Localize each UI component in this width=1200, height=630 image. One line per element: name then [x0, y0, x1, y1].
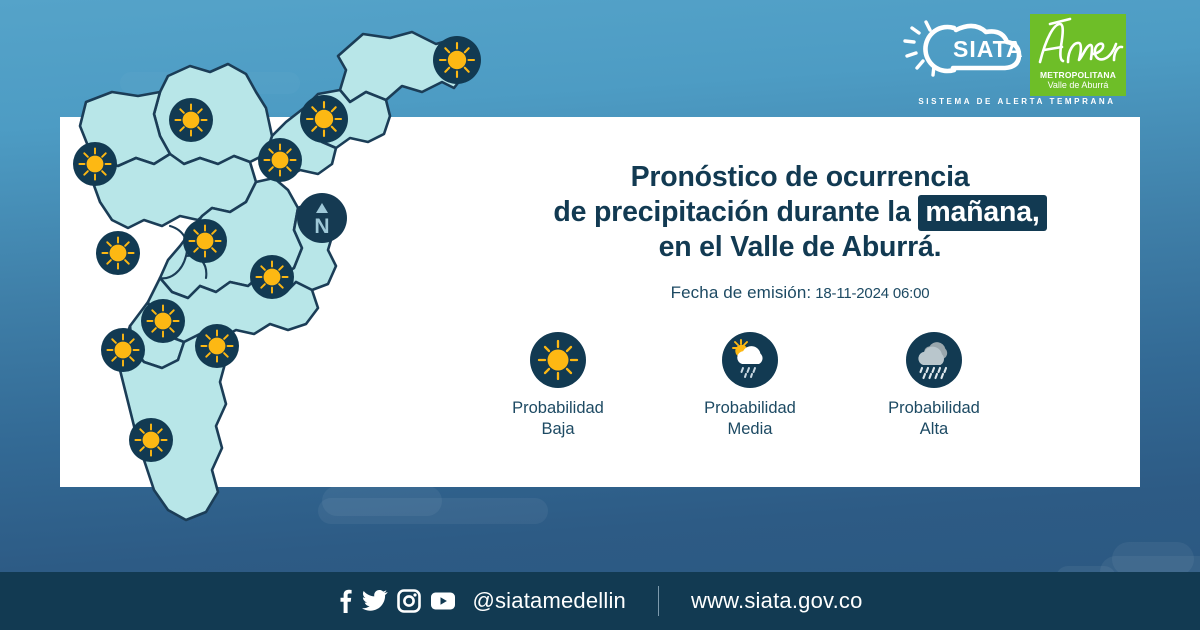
map-marker-barbosa [433, 36, 481, 84]
sun-icon [169, 98, 213, 142]
svg-text:SIATA: SIATA [953, 36, 1024, 62]
map-marker-sabaneta [195, 324, 239, 368]
sun-cloud-rain-icon [722, 332, 778, 388]
sun-icon [101, 328, 145, 372]
headline-line-1: Pronóstico de ocurrencia [630, 161, 970, 193]
social-handle[interactable]: @siatamedellin [472, 588, 626, 613]
emission-label: Fecha de emisión: [670, 283, 812, 302]
twitter-icon[interactable] [362, 589, 389, 613]
probability-legend: Probabilidad Baja [470, 332, 1130, 442]
area-logo-line2: Valle de Aburrá [1047, 80, 1109, 90]
instagram-icon[interactable] [397, 589, 422, 613]
legend-item-baja: Probabilidad Baja [458, 332, 658, 440]
map-marker-caldas [129, 418, 173, 462]
sun-icon [433, 36, 481, 84]
sun-icon [300, 95, 348, 143]
area-script-icon [1038, 17, 1124, 64]
map-marker-itagui [141, 299, 185, 343]
sun-icon [250, 255, 294, 299]
footer-bar: @siatamedellin www.siata.gov.co [0, 572, 1200, 630]
area-metropolitana-logo: METROPOLITANA Valle de Aburrá [1030, 14, 1126, 96]
map-marker-copacabana [258, 138, 302, 182]
emission-date: Fecha de emisión: 18-11-2024 06:00 [470, 283, 1130, 303]
map-shape [78, 30, 470, 522]
background-cloud-icon [318, 498, 548, 524]
website-url[interactable]: www.siata.gov.co [691, 588, 863, 613]
cloud-heavy-rain-icon [906, 332, 962, 388]
map-marker-medellin [183, 219, 227, 263]
sun-icon [258, 138, 302, 182]
sun-icon [141, 299, 185, 343]
page-title: Pronóstico de ocurrencia de precipitació… [470, 160, 1130, 265]
social-icon-group [337, 588, 456, 614]
map-marker-envigado [250, 255, 294, 299]
headline-line-2-text: de precipitación durante la [553, 196, 919, 228]
legend-label-alta: Probabilidad Alta [834, 398, 1034, 440]
map-marker-girardota [300, 95, 348, 143]
sun-icon [195, 324, 239, 368]
legend-label-line2: Alta [919, 420, 949, 438]
sun-icon [96, 231, 140, 275]
area-logo-line1: METROPOLITANA [1039, 70, 1117, 80]
legend-label-line1: Probabilidad [888, 399, 980, 417]
siata-logo-icon: SIATA [903, 20, 1024, 77]
legend-label-line1: Probabilidad [704, 399, 796, 417]
emission-value: 18-11-2024 06:00 [815, 285, 930, 302]
youtube-icon[interactable] [430, 591, 456, 611]
footer-content: @siatamedellin www.siata.gov.co [337, 586, 862, 616]
legend-item-alta: Probabilidad Alta [834, 332, 1034, 440]
headline-highlight: mañana, [918, 195, 1047, 231]
footer-divider [658, 586, 659, 616]
facebook-icon[interactable] [337, 588, 353, 614]
siata-tagline: SISTEMA DE ALERTA TEMPRANA [918, 96, 1116, 106]
map-marker-bello [96, 231, 140, 275]
legend-label-baja: Probabilidad Baja [458, 398, 658, 440]
sun-icon [530, 332, 586, 388]
headline-line-2: de precipitación durante la mañana, [470, 195, 1130, 231]
legend-label-media: Probabilidad Media [650, 398, 850, 440]
map-marker-bello-norte [73, 142, 117, 186]
legend-item-media: Probabilidad Media [650, 332, 850, 440]
sun-icon [73, 142, 117, 186]
legend-label-line2: Media [727, 420, 773, 438]
compass-north-icon: N [297, 193, 347, 243]
sun-icon [129, 418, 173, 462]
legend-label-line1: Probabilidad [512, 399, 604, 417]
logo-group: SIATA [900, 14, 1126, 110]
svg-text:N: N [314, 215, 329, 236]
sun-icon [183, 219, 227, 263]
map-marker-la-estrella [101, 328, 145, 372]
background-cloud-icon [1112, 542, 1194, 576]
background-cloud-icon [322, 486, 442, 516]
headline-line-3: en el Valle de Aburrá. [658, 231, 942, 263]
map-marker-san-pedro [169, 98, 213, 142]
valle-de-aburra-map: N [50, 30, 481, 570]
legend-label-line2: Baja [541, 420, 575, 438]
